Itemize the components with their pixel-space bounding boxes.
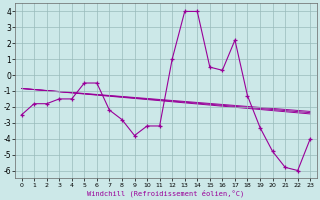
X-axis label: Windchill (Refroidissement éolien,°C): Windchill (Refroidissement éolien,°C) [87,189,244,197]
